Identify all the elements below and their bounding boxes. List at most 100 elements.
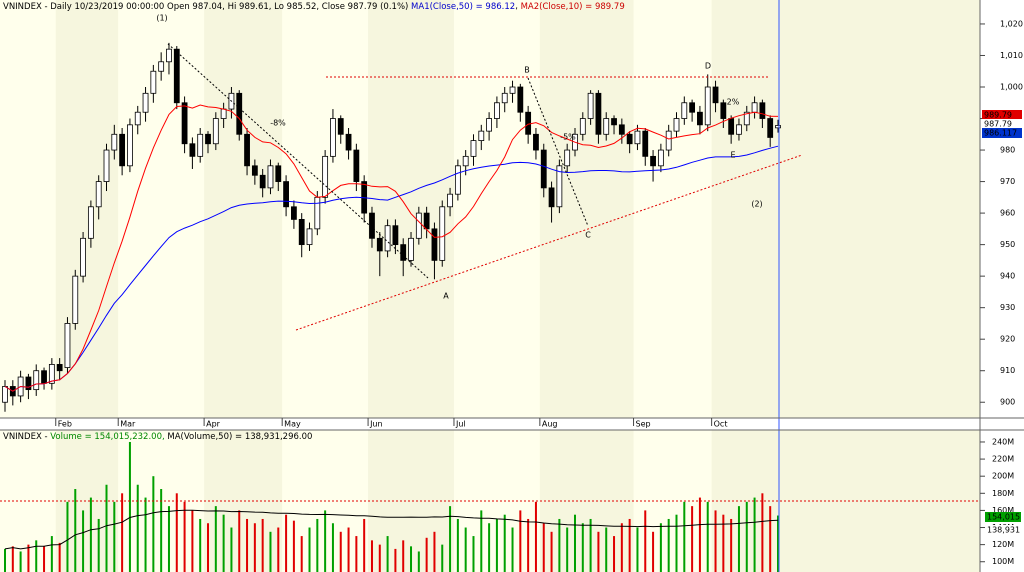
candle-body — [259, 174, 266, 189]
volume-bar — [292, 520, 295, 572]
volume-bar — [308, 527, 311, 572]
volume-ma-line — [4, 509, 779, 550]
volume-bar — [550, 531, 553, 572]
volume-bar — [378, 544, 381, 572]
y-tick-label: 220M — [992, 455, 1014, 464]
candle-body — [408, 237, 414, 261]
candle-body — [462, 155, 469, 167]
volume-bar — [777, 515, 779, 572]
annotation: D — [705, 62, 711, 71]
volume-bar — [464, 527, 467, 572]
candle-body — [87, 206, 94, 239]
candle-body — [501, 92, 508, 104]
candle-body — [134, 111, 141, 126]
volume-bar — [558, 518, 561, 572]
candle-body — [119, 133, 126, 167]
volume-bar — [503, 514, 506, 572]
y-tick-label: 1,020 — [1000, 19, 1023, 28]
candle-body — [470, 140, 477, 157]
y-tick-label: 1,000 — [1000, 83, 1023, 92]
x-tick-label: May — [284, 420, 301, 429]
candle-body — [376, 237, 383, 252]
candle-body — [665, 130, 672, 151]
candle-body — [431, 228, 438, 261]
x-tick-label: Sep — [636, 420, 651, 429]
candle-body — [540, 149, 547, 189]
volume-bar — [706, 501, 709, 572]
month-band — [204, 0, 283, 418]
volume-bar — [285, 514, 288, 572]
volume-bar — [183, 501, 186, 572]
candle-body — [337, 118, 344, 135]
price-tag: 989.79 — [984, 111, 1012, 120]
volume-bar — [386, 536, 389, 572]
candle-body — [454, 165, 461, 195]
candle-body — [345, 133, 352, 151]
volume-bar — [324, 510, 327, 572]
candle-body — [720, 102, 727, 119]
candle-body — [587, 92, 594, 119]
volume-tag-box — [985, 525, 1021, 535]
y-tick-label: 960 — [1000, 209, 1015, 218]
month-band — [711, 0, 980, 418]
candle-body — [579, 118, 586, 135]
volume-bar — [480, 510, 483, 572]
volume-bar — [410, 546, 413, 572]
candle-body — [736, 124, 742, 135]
volume-bar — [11, 546, 14, 572]
candle-body — [127, 124, 133, 167]
y-tick-label: 1,010 — [1000, 51, 1023, 60]
volume-bar — [66, 501, 69, 572]
volume-bar — [659, 523, 662, 572]
volume-bar — [199, 518, 202, 572]
candle-body — [681, 102, 688, 119]
candle-body — [322, 155, 329, 198]
candle-body — [150, 70, 157, 94]
annotation: -8% — [270, 119, 286, 128]
volume-bar — [495, 518, 498, 572]
candle-body — [689, 102, 696, 113]
volume-bar — [89, 497, 92, 572]
candle-body — [197, 133, 204, 157]
volume-bar — [35, 540, 38, 572]
candle-body — [212, 118, 219, 145]
candle-body — [697, 111, 703, 126]
volume-bar — [714, 510, 717, 572]
volume-bar — [722, 514, 725, 572]
candle-body — [478, 130, 485, 141]
volume-bar — [238, 510, 241, 572]
volume-bar — [573, 514, 576, 572]
volume-bar — [605, 527, 608, 572]
volume-bar — [417, 551, 420, 572]
volume-bar — [50, 536, 53, 572]
candle-body — [72, 275, 79, 324]
x-tick-label: Apr — [206, 420, 221, 429]
candle-body — [56, 364, 63, 372]
candle-body — [103, 149, 110, 182]
candle-body — [80, 237, 86, 277]
candle-body — [548, 187, 555, 208]
candle-body — [423, 212, 430, 230]
candle-body — [642, 130, 649, 157]
price-plot — [2, 42, 781, 412]
y-tick-label: 970 — [1000, 177, 1015, 186]
candle-body — [392, 225, 399, 246]
annotation: (1) — [156, 14, 167, 23]
candle-body — [111, 133, 118, 151]
candle-body — [25, 376, 32, 391]
month-band — [0, 0, 56, 418]
volume-bar — [113, 501, 116, 572]
x-tick-label: Feb — [58, 420, 72, 429]
volume-bar — [589, 518, 592, 572]
volume-bar — [456, 518, 459, 572]
candle-body — [603, 118, 610, 135]
month-bands — [0, 0, 980, 572]
annotation: E — [730, 151, 735, 160]
ma1-line — [4, 145, 779, 392]
volume-bar — [253, 523, 256, 572]
volume-bar — [472, 536, 475, 572]
price-tag: 986.117 — [984, 129, 1017, 138]
volume-bar — [347, 527, 350, 572]
